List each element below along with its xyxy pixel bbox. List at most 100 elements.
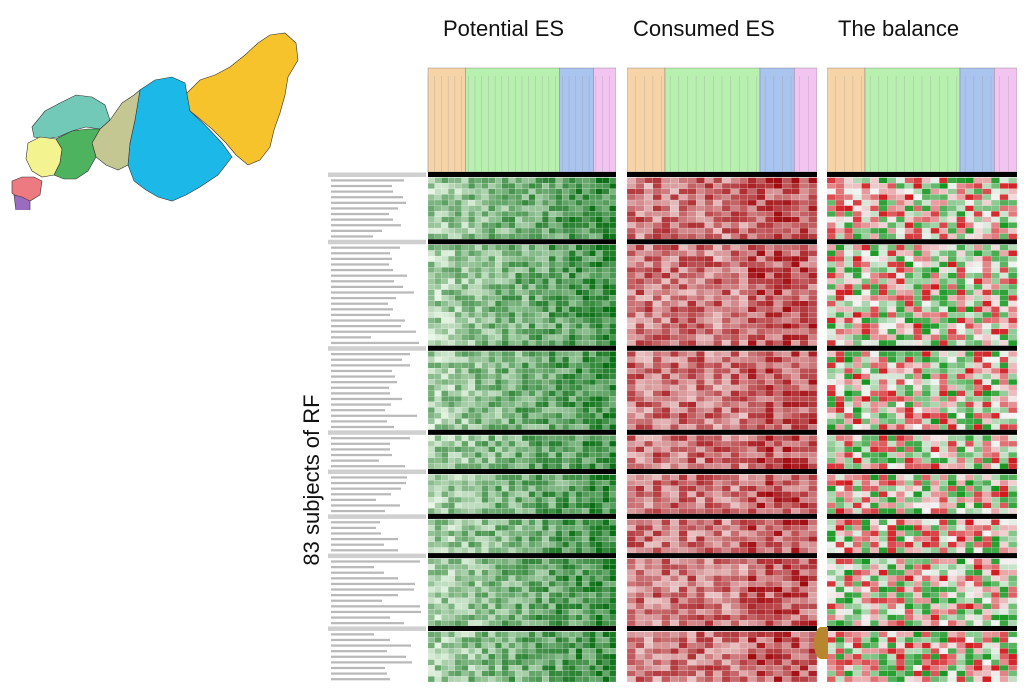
heatmap-cell	[454, 384, 462, 391]
heatmap-cell	[589, 502, 596, 509]
heatmap-cell	[461, 508, 469, 514]
heatmap-cell	[730, 227, 740, 234]
heatmap-cell	[635, 564, 645, 570]
heatmap-cell	[721, 177, 731, 184]
heatmap-cell	[747, 491, 757, 498]
heatmap-cell	[542, 480, 549, 486]
heatmap-cell	[827, 278, 836, 285]
heatmap-cell	[488, 216, 496, 223]
heatmap-cell	[595, 569, 603, 576]
heatmap-cell	[468, 547, 476, 554]
heatmap-cell	[488, 390, 496, 397]
heatmap-cell	[535, 390, 543, 397]
heatmap-cell	[678, 244, 688, 251]
heatmap-cell	[521, 194, 529, 201]
heatmap-cell	[747, 648, 757, 655]
heatmap-cell	[782, 676, 792, 682]
heatmap-cell	[982, 211, 992, 217]
heatmap-cell	[635, 412, 645, 419]
heatmap-cell	[609, 233, 616, 240]
heatmap-cell	[687, 637, 697, 643]
heatmap-cell	[595, 295, 603, 301]
heatmap-cell	[747, 592, 757, 599]
heatmap-cell	[595, 177, 603, 184]
heatmap-cell	[678, 328, 688, 335]
heatmap-cell	[434, 323, 442, 329]
heatmap-cell	[575, 194, 583, 201]
heatmap-cell	[481, 227, 489, 234]
heatmap-cell	[495, 261, 502, 268]
heatmap-cell	[982, 312, 992, 318]
heatmap-cell	[904, 317, 914, 324]
heatmap-cell	[973, 183, 983, 189]
heatmap-cell	[441, 334, 449, 341]
heatmap-cell	[635, 306, 645, 313]
heatmap-cell	[799, 558, 809, 565]
heatmap-cell	[535, 480, 543, 486]
heatmap-cell	[441, 659, 449, 666]
heatmap-cell	[441, 289, 449, 296]
heatmap-cell	[521, 211, 529, 217]
heatmap-cell	[602, 379, 610, 386]
heatmap-cell	[589, 255, 596, 262]
heatmap-cell	[481, 541, 489, 548]
heatmap-cell	[782, 581, 792, 587]
heatmap-cell	[721, 183, 731, 189]
heatmap-cell	[713, 653, 723, 660]
heatmap-cell	[791, 480, 800, 486]
heatmap-cell	[991, 199, 1000, 206]
heatmap-cell	[528, 609, 536, 615]
heatmap-cell	[562, 373, 570, 380]
heatmap-cell	[481, 592, 489, 599]
heatmap-cell	[461, 323, 469, 329]
heatmap-cell	[542, 457, 549, 464]
heatmap-cell	[687, 368, 697, 374]
heatmap-cell	[495, 216, 502, 223]
heatmap-cell	[441, 480, 449, 486]
heatmap-cell	[870, 312, 879, 318]
heatmap-cell	[756, 244, 766, 251]
heatmap-cell	[739, 300, 748, 307]
heatmap-cell	[589, 300, 596, 307]
heatmap-cell	[721, 267, 731, 273]
heatmap-cell	[644, 547, 653, 554]
heatmap-cell	[521, 412, 529, 419]
heatmap-cell	[562, 614, 570, 621]
heatmap-cell	[973, 267, 983, 273]
heatmap-cell	[461, 569, 469, 576]
heatmap-cell	[678, 356, 688, 363]
heatmap-cell	[555, 177, 563, 184]
heatmap-cell	[488, 642, 496, 649]
heatmap-cell	[434, 362, 442, 369]
heatmap-cell	[791, 547, 800, 554]
heatmap-cell	[704, 267, 714, 273]
heatmap-cell	[555, 586, 563, 593]
heatmap-cell	[495, 480, 502, 486]
heatmap-cell	[468, 575, 476, 582]
heatmap-cell	[501, 597, 509, 604]
heatmap-cell	[474, 216, 482, 223]
heatmap-cell	[1008, 261, 1017, 268]
heatmap-cell	[747, 569, 757, 576]
heatmap-cell	[454, 536, 462, 542]
heatmap-cell	[747, 474, 757, 481]
heatmap-cell	[704, 317, 714, 324]
heatmap-cell	[730, 379, 740, 386]
heatmap-cell	[678, 508, 688, 514]
heatmap-cell	[481, 642, 489, 649]
heatmap-cell	[747, 530, 757, 537]
region-label-stub	[331, 268, 393, 272]
heatmap-cell	[501, 284, 509, 290]
heatmap-cell	[501, 614, 509, 621]
heatmap-cell	[582, 222, 590, 229]
heatmap-cell	[501, 384, 509, 391]
heatmap-cell	[827, 255, 836, 262]
heatmap-cell	[448, 306, 455, 313]
heatmap-cell	[765, 525, 774, 531]
heatmap-cell	[670, 328, 679, 335]
heatmap-cell	[791, 665, 800, 671]
heatmap-cell	[973, 272, 983, 279]
heatmap-cell	[773, 659, 783, 666]
heatmap-cell	[575, 474, 583, 481]
heatmap-cell	[704, 384, 714, 391]
